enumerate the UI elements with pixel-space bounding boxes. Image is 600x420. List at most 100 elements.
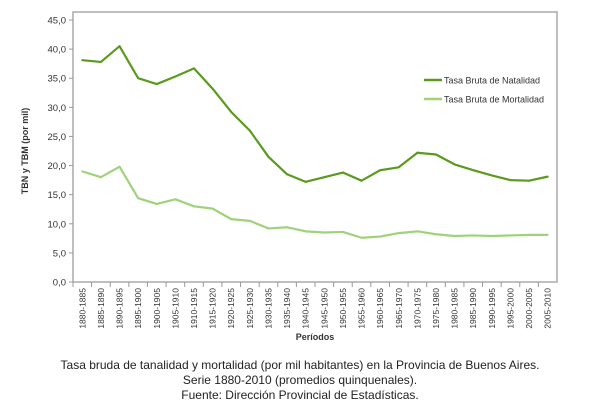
data-point bbox=[341, 171, 344, 174]
x-tick-label: 1900-1905 bbox=[152, 288, 162, 329]
x-tick-label: 1930-1935 bbox=[263, 288, 273, 329]
y-tick-label: 45,0 bbox=[48, 16, 67, 27]
data-point bbox=[155, 83, 158, 86]
data-point bbox=[99, 176, 102, 179]
data-point bbox=[174, 75, 177, 78]
y-tick-label: 10,0 bbox=[48, 219, 67, 230]
x-tick-label: 1970-1975 bbox=[412, 288, 422, 329]
y-tick-label: 25,0 bbox=[48, 132, 67, 143]
data-point bbox=[137, 197, 140, 200]
x-tick-label: 1905-1910 bbox=[170, 288, 180, 329]
data-point bbox=[248, 129, 251, 132]
caption-line-3: Fuente: Dirección Provincial de Estadíst… bbox=[181, 388, 419, 402]
data-point bbox=[360, 179, 363, 182]
x-tick-label: 1975-1980 bbox=[431, 288, 441, 329]
x-tick-label: 1990-1995 bbox=[487, 288, 497, 329]
data-point bbox=[248, 219, 251, 222]
data-point bbox=[360, 236, 363, 239]
data-point bbox=[174, 198, 177, 201]
x-tick-label: 1955-1960 bbox=[357, 288, 367, 329]
data-point bbox=[230, 110, 233, 113]
y-tick-label: 30,0 bbox=[48, 103, 67, 114]
x-tick-label: 1880-1885 bbox=[77, 288, 87, 329]
x-tick-label: 1945-1950 bbox=[319, 288, 329, 329]
data-point bbox=[267, 155, 270, 158]
data-point bbox=[453, 235, 456, 238]
data-point bbox=[193, 205, 195, 208]
x-axis-label: Períodos bbox=[296, 332, 335, 342]
data-point bbox=[81, 59, 84, 62]
data-point bbox=[509, 179, 512, 182]
legend-label: Tasa Bruta de Mortalidad bbox=[444, 95, 544, 105]
y-tick-label: 5,0 bbox=[53, 248, 66, 259]
x-tick-label: 1885-1890 bbox=[96, 288, 106, 329]
legend-label: Tasa Bruta de Natalidad bbox=[444, 76, 540, 86]
data-point bbox=[341, 230, 344, 233]
data-point bbox=[323, 231, 326, 234]
x-tick-label: 1935-1940 bbox=[282, 288, 292, 329]
data-point bbox=[435, 153, 437, 156]
data-point bbox=[453, 163, 456, 166]
x-tick-label: 1890-1895 bbox=[115, 288, 125, 329]
data-point bbox=[416, 230, 419, 233]
x-tick-label: 1920-1925 bbox=[226, 288, 236, 329]
data-point bbox=[472, 234, 475, 237]
x-tick-label: 1965-1970 bbox=[394, 288, 404, 329]
line-chart: 0,0 5,0 10,0 15,0 20,0 25,0 30,0 35,0 40,0 45,0 18… bbox=[20, 11, 558, 342]
data-point bbox=[397, 166, 400, 169]
x-tick-label: 1995-2000 bbox=[505, 288, 515, 329]
data-point bbox=[304, 230, 307, 233]
data-point bbox=[286, 173, 289, 176]
data-point bbox=[472, 169, 475, 172]
data-point bbox=[286, 226, 289, 229]
x-tick-label: 1980-1985 bbox=[450, 288, 460, 329]
chart-caption: Tasa bruda de tanalidad y mortalidad (po… bbox=[0, 358, 600, 403]
x-tick-label: 1915-1920 bbox=[208, 288, 218, 329]
data-point bbox=[323, 176, 326, 179]
series-line-mortalidad bbox=[81, 165, 548, 239]
data-point bbox=[304, 180, 307, 183]
y-tick-label: 40,0 bbox=[48, 45, 67, 56]
y-axis-label: TBN y TBM (por mil) bbox=[20, 108, 30, 195]
data-point bbox=[211, 207, 214, 210]
x-tick-label: 1895-1900 bbox=[133, 288, 143, 329]
x-tick-label: 2005-2010 bbox=[543, 288, 553, 329]
data-point bbox=[230, 218, 233, 221]
data-point bbox=[118, 165, 121, 168]
data-point bbox=[509, 234, 512, 237]
y-tick-label: 0,0 bbox=[53, 278, 66, 289]
series-line-natalidad bbox=[82, 45, 548, 183]
data-point bbox=[99, 60, 102, 63]
x-tick-label: 1985-1990 bbox=[468, 288, 478, 329]
data-point bbox=[416, 151, 419, 154]
y-tick-label: 35,0 bbox=[48, 74, 67, 85]
data-point bbox=[490, 174, 493, 177]
y-tick-label: 15,0 bbox=[48, 190, 67, 201]
data-point bbox=[379, 235, 382, 238]
data-point bbox=[546, 233, 549, 236]
plot-frame bbox=[72, 11, 558, 283]
data-point bbox=[435, 233, 437, 236]
x-tick-label: 1940-1945 bbox=[301, 288, 311, 329]
x-tick-label: 1925-1930 bbox=[245, 288, 255, 329]
data-point bbox=[211, 87, 214, 90]
data-point bbox=[379, 169, 382, 172]
data-point bbox=[193, 67, 195, 70]
x-tick-label: 2000-2005 bbox=[524, 288, 534, 329]
caption-line-2: Serie 1880-2010 (promedios quinquenales)… bbox=[182, 373, 418, 387]
data-point bbox=[528, 233, 531, 236]
y-tick-label: 20,0 bbox=[48, 161, 67, 172]
x-tick-label: 1960-1965 bbox=[375, 288, 385, 329]
data-point bbox=[490, 235, 493, 238]
data-point bbox=[528, 179, 531, 182]
data-point bbox=[81, 170, 84, 173]
data-point bbox=[546, 175, 549, 178]
data-point bbox=[118, 45, 121, 48]
data-point bbox=[267, 227, 270, 230]
data-point bbox=[137, 77, 140, 80]
caption-line-1: Tasa bruda de tanalidad y mortalidad (po… bbox=[60, 358, 540, 372]
x-tick-label: 1950-1955 bbox=[338, 288, 348, 329]
data-point bbox=[155, 202, 158, 205]
data-point bbox=[397, 232, 400, 235]
x-tick-label: 1910-1915 bbox=[189, 288, 199, 329]
